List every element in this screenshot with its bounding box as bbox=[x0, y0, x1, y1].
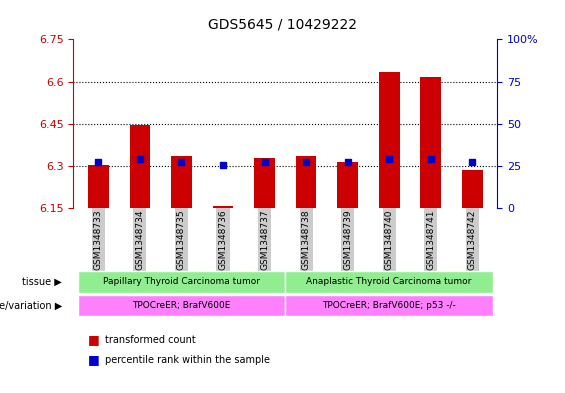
Bar bbox=[337, 162, 358, 208]
Text: TPOCreER; BrafV600E; p53 -/-: TPOCreER; BrafV600E; p53 -/- bbox=[322, 301, 456, 310]
Bar bbox=[212, 206, 233, 208]
Bar bbox=[462, 170, 483, 208]
Text: Papillary Thyroid Carcinoma tumor: Papillary Thyroid Carcinoma tumor bbox=[103, 277, 260, 286]
Text: Anaplastic Thyroid Carcinoma tumor: Anaplastic Thyroid Carcinoma tumor bbox=[306, 277, 472, 286]
Bar bbox=[254, 158, 275, 208]
Text: ■: ■ bbox=[88, 353, 99, 366]
Text: ■: ■ bbox=[88, 333, 99, 347]
Text: transformed count: transformed count bbox=[105, 335, 195, 345]
Bar bbox=[88, 165, 108, 208]
Bar bbox=[379, 72, 399, 208]
Bar bbox=[129, 125, 150, 208]
Bar bbox=[295, 156, 316, 208]
Bar bbox=[420, 77, 441, 208]
Text: TPOCreER; BrafV600E: TPOCreER; BrafV600E bbox=[132, 301, 231, 310]
Bar bbox=[171, 156, 192, 208]
Text: GDS5645 / 10429222: GDS5645 / 10429222 bbox=[208, 18, 357, 32]
Text: tissue ▶: tissue ▶ bbox=[23, 277, 62, 287]
Text: percentile rank within the sample: percentile rank within the sample bbox=[105, 354, 270, 365]
Text: genotype/variation ▶: genotype/variation ▶ bbox=[0, 301, 62, 310]
